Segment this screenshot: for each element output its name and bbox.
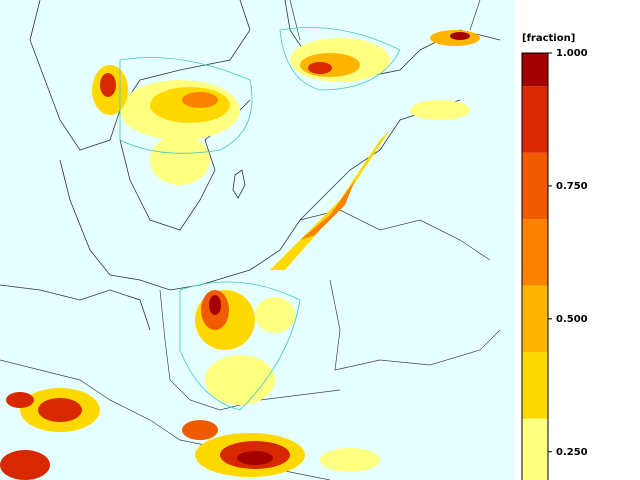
island <box>232 169 246 199</box>
contour <box>119 57 253 154</box>
colorbar-tick-label: 0.500 <box>556 314 588 325</box>
map <box>0 0 515 480</box>
colorbar-band <box>522 219 548 286</box>
coastline <box>29 0 251 151</box>
colorbar-tick-label: 1.000 <box>556 48 588 59</box>
border <box>329 279 501 371</box>
colorbar-tick-label: 0.250 <box>556 447 588 458</box>
contour <box>279 27 401 91</box>
colorbar-tick-label: 0.750 <box>556 181 588 192</box>
colorbar-frame <box>521 52 549 480</box>
border <box>159 289 341 411</box>
colorbar-band <box>522 285 548 353</box>
colorbar-band <box>522 86 548 153</box>
colorbar-band <box>522 152 548 220</box>
coastline <box>0 284 151 331</box>
colorbar: [fraction] 1.000 0.750 0.500 0.250 <box>521 33 588 480</box>
colorbar-band <box>522 418 548 480</box>
field <box>0 30 480 480</box>
colorbar-band <box>522 352 548 419</box>
colorbar-band <box>522 53 548 87</box>
contour <box>179 281 301 411</box>
colorbar-title: [fraction] <box>522 33 575 44</box>
border <box>0 359 111 401</box>
border <box>289 0 481 41</box>
coastline <box>59 99 461 291</box>
